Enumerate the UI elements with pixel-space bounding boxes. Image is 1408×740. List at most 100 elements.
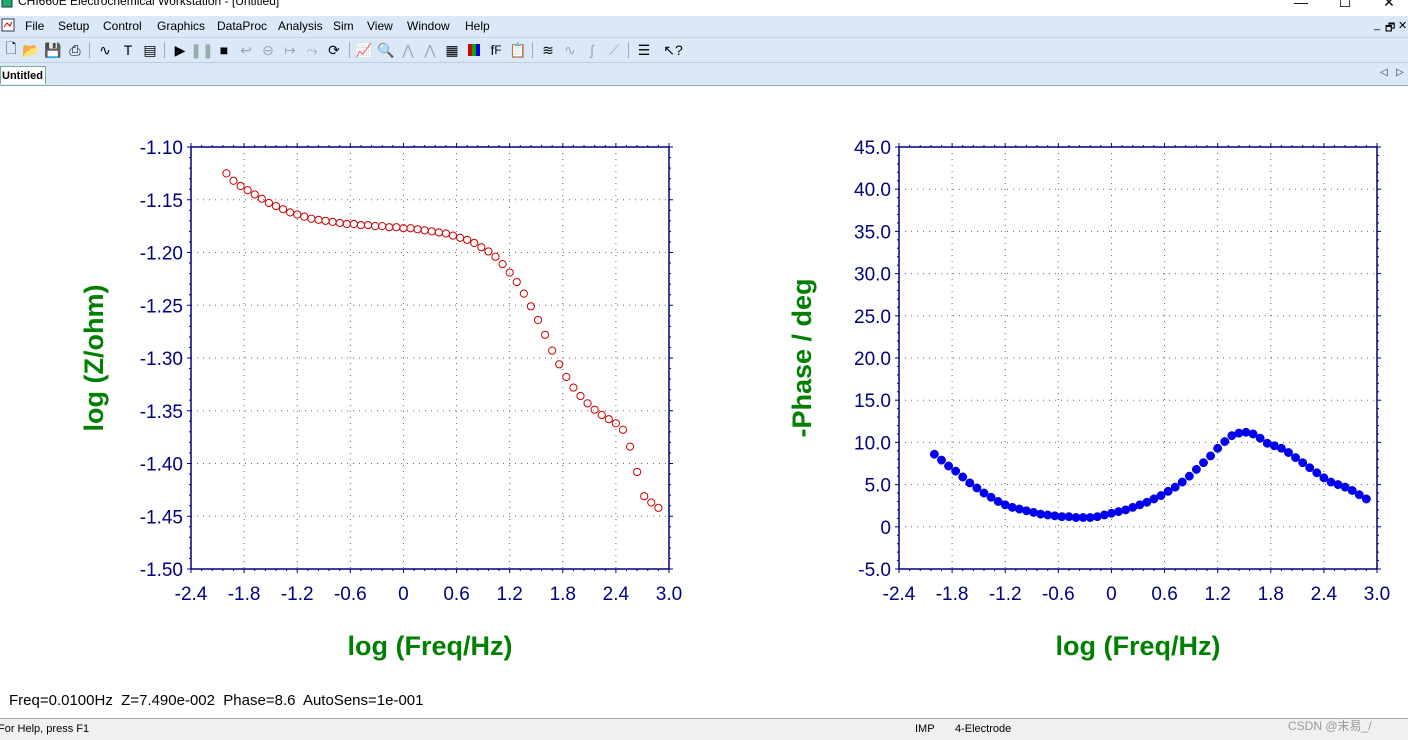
x-tick-label: -2.4 <box>883 584 916 605</box>
ir-comp-icon[interactable]: ⊖ <box>262 41 274 58</box>
pause-icon[interactable]: ❚❚ <box>190 41 214 58</box>
reverse-icon[interactable]: ↩ <box>240 41 252 58</box>
new-file-icon[interactable]: 🗋 <box>5 40 17 56</box>
data-point <box>929 449 939 459</box>
technique-icon[interactable]: ∿ <box>99 41 111 58</box>
plot-frame <box>190 146 670 570</box>
stop-icon[interactable]: ■ <box>219 42 229 58</box>
integrate-icon[interactable]: ∫ <box>590 42 594 58</box>
data-point <box>328 217 337 227</box>
data-point <box>441 229 451 238</box>
data-point <box>427 227 436 236</box>
data-point <box>597 410 606 420</box>
print-icon[interactable]: ⎙ <box>69 41 81 58</box>
data-point <box>1163 486 1173 496</box>
menu-setup[interactable]: Setup <box>58 19 90 33</box>
clipboard-icon[interactable]: 📋 <box>509 41 527 58</box>
overlay-icon[interactable]: ⋀ <box>424 41 436 58</box>
data-point <box>455 233 465 242</box>
y-tick-label: -1.25 <box>140 296 183 317</box>
y-tick-label: -5.0 <box>858 560 891 581</box>
y-tick-label: 0 <box>880 518 891 539</box>
smooth-icon[interactable]: ≋ <box>542 41 554 58</box>
data-point <box>965 478 975 488</box>
color-icon[interactable] <box>465 41 483 59</box>
data-point <box>958 472 968 482</box>
data-point <box>420 226 429 235</box>
data-point <box>611 419 620 428</box>
phase-chart[interactable]: -2.4 -1.8 -1.2 -0.6 0 0.6 1.2 1.8 2.4 3.0 45.0 40.0… <box>704 86 1408 686</box>
menu-dataproc[interactable]: DataProc <box>217 19 268 33</box>
menu-window[interactable]: Window <box>407 19 450 33</box>
graph-icon[interactable]: 📈 <box>355 41 373 58</box>
tab-untitled[interactable]: Untitled <box>0 66 46 84</box>
rotate-icon[interactable]: ⟳ <box>328 41 340 58</box>
minimize-button[interactable]: — <box>1294 0 1308 10</box>
data-point <box>243 186 252 195</box>
zoom-icon[interactable]: 🔍 <box>377 41 395 58</box>
save-icon[interactable]: 💾 <box>44 41 62 58</box>
data-point <box>293 210 302 219</box>
x-tick-label: 1.8 <box>1258 584 1284 605</box>
measurement-readout: Freq=0.0100Hz Z=7.490e-002 Phase=8.6 Aut… <box>9 692 424 709</box>
open-file-icon[interactable]: 📂 <box>22 41 40 58</box>
data-point <box>526 302 536 311</box>
copy-icon[interactable]: ▦ <box>445 41 459 58</box>
menu-analysis[interactable]: Analysis <box>278 19 323 33</box>
text-icon[interactable]: T <box>123 42 133 58</box>
maximize-button[interactable]: ☐ <box>1338 0 1352 10</box>
x-tick-label: 0.6 <box>1151 584 1177 605</box>
data-point <box>951 466 961 476</box>
menu-help[interactable]: Help <box>465 19 490 33</box>
data-point <box>278 205 288 214</box>
y-tick-label: -1.50 <box>140 560 183 581</box>
help-pointer-icon[interactable]: ↖? <box>663 41 683 58</box>
data-point <box>1347 486 1357 495</box>
mdi-minimize-button[interactable]: _ <box>1374 19 1381 31</box>
run-icon[interactable]: ▶ <box>174 41 186 58</box>
data-point <box>222 169 231 178</box>
cell-icon[interactable]: ⤳ <box>306 41 318 58</box>
plot-area[interactable]: -2.4 -1.8 -1.2 -0.6 0 0.6 1.2 1.8 2.4 3.0 -1.10 -1.… <box>0 86 1408 712</box>
data-point <box>1206 451 1216 461</box>
data-point <box>625 442 635 451</box>
y-tick-label: -1.20 <box>140 244 183 265</box>
derivative-icon[interactable]: ∿ <box>564 41 576 58</box>
close-button[interactable]: ✕ <box>1383 0 1395 10</box>
filter-icon[interactable]: ↦ <box>284 41 296 58</box>
parameters-icon[interactable]: ▤ <box>143 41 157 58</box>
impedance-magnitude-chart[interactable]: -2.4 -1.8 -1.2 -0.6 0 0.6 1.2 1.8 2.4 3.0 -1.10 -1.… <box>0 86 704 686</box>
y-tick-label: -1.15 <box>140 191 183 212</box>
document-system-icon[interactable] <box>1 18 15 32</box>
tab-prev-icon[interactable]: ◁ <box>1380 67 1388 78</box>
x-tick-label: 0 <box>1106 584 1117 605</box>
data-point <box>1319 473 1329 483</box>
x-tick-label: 2.4 <box>1311 584 1338 605</box>
data-point <box>406 224 415 233</box>
menu-control[interactable]: Control <box>103 19 142 33</box>
menu-view[interactable]: View <box>367 19 393 33</box>
menu-graphics[interactable]: Graphics <box>157 19 206 33</box>
data-point <box>555 360 564 369</box>
data-point <box>633 467 642 477</box>
data-point <box>944 461 954 471</box>
mdi-restore-button[interactable]: 🗗 <box>1385 22 1396 34</box>
data-point <box>1305 463 1315 473</box>
tab-next-icon[interactable]: ▷ <box>1396 67 1404 78</box>
document-tab-bar: Untitled ◁ ▷ <box>0 63 1408 86</box>
x-tick-label: -1.2 <box>989 584 1022 605</box>
list-icon[interactable]: ☰ <box>637 41 651 58</box>
convolution-icon[interactable]: ⟋ <box>609 41 619 58</box>
data-point <box>569 383 578 392</box>
data-point <box>986 492 996 502</box>
peak-icon[interactable]: ⋀ <box>402 41 414 58</box>
status-bar: For Help, press F1 IMP 4-Electrode CSDN … <box>0 718 1408 740</box>
menu-sim[interactable]: Sim <box>333 19 354 33</box>
mdi-close-button[interactable]: ✕ <box>1398 20 1408 32</box>
menu-file[interactable]: File <box>25 19 45 33</box>
data-point <box>491 252 500 261</box>
data-point <box>250 190 259 199</box>
x-axis-label: log (Freq/Hz) <box>1056 631 1221 661</box>
data-point <box>385 223 394 232</box>
